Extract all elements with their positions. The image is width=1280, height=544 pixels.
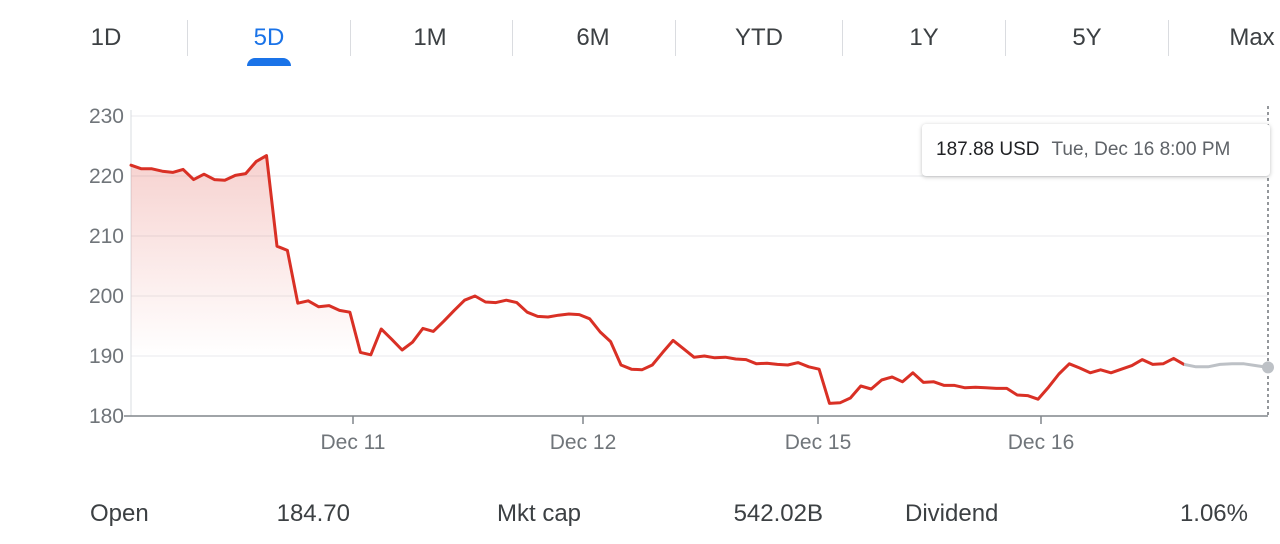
tab-divider bbox=[675, 20, 676, 56]
tab-divider bbox=[1168, 20, 1169, 56]
x-tick-label: Dec 15 bbox=[785, 431, 852, 454]
tab-divider bbox=[187, 20, 188, 56]
stat-open-label: Open bbox=[90, 500, 149, 527]
y-tick-label: 210 bbox=[89, 225, 124, 248]
y-tick-label: 180 bbox=[89, 405, 124, 428]
price-series-line bbox=[129, 154, 1186, 405]
tab-1d[interactable]: 1D bbox=[90, 24, 122, 51]
tab-ytd[interactable]: YTD bbox=[735, 24, 783, 51]
x-tick-label: Dec 11 bbox=[321, 431, 386, 454]
y-tick-label: 220 bbox=[89, 165, 124, 188]
stat-mktcap-label: Mkt cap bbox=[497, 500, 582, 527]
time-range-tabs: 1D 5D 1M 6M YTD 1Y 5Y Max bbox=[0, 0, 1280, 80]
tab-max[interactable]: Max bbox=[1229, 24, 1275, 51]
tab-6m[interactable]: 6M bbox=[576, 24, 610, 51]
active-tab-indicator bbox=[247, 58, 291, 66]
price-area-fill bbox=[131, 155, 361, 356]
y-tick-label: 230 bbox=[89, 105, 124, 128]
stat-dividend-label: Dividend bbox=[905, 500, 999, 527]
y-tick-label: 190 bbox=[89, 345, 124, 368]
tab-divider bbox=[350, 20, 351, 56]
tab-1y[interactable]: 1Y bbox=[909, 24, 939, 51]
stat-open-value: 184.70 bbox=[276, 500, 350, 527]
tab-divider bbox=[1005, 20, 1006, 56]
tab-5d[interactable]: 5D bbox=[253, 24, 285, 51]
price-chart: 180 190 200 210 220 230 Dec 11 Dec 12 Dec 15 Dec … bbox=[89, 105, 1274, 454]
stat-mktcap-value: 542.02B bbox=[733, 500, 823, 527]
cursor-point bbox=[1262, 361, 1274, 374]
tab-5y[interactable]: 5Y bbox=[1072, 24, 1102, 51]
y-tick-label: 200 bbox=[89, 285, 124, 308]
key-stats: Open 184.70 Mkt cap 542.02B Dividend 1.0… bbox=[0, 490, 1280, 540]
tab-divider bbox=[842, 20, 843, 56]
stat-dividend-value: 1.06% bbox=[1179, 500, 1248, 527]
tooltip-price: 187.88 USD bbox=[936, 139, 1040, 160]
price-tooltip: 187.88 USD Tue, Dec 16 8:00 PM bbox=[922, 124, 1270, 176]
x-tick-label: Dec 12 bbox=[550, 431, 617, 454]
tab-divider bbox=[512, 20, 513, 56]
tab-1m[interactable]: 1M bbox=[413, 24, 447, 51]
tooltip-time: Tue, Dec 16 8:00 PM bbox=[1051, 139, 1231, 160]
extended-hours-line bbox=[1183, 362, 1269, 369]
x-tick-label: Dec 16 bbox=[1008, 431, 1075, 454]
